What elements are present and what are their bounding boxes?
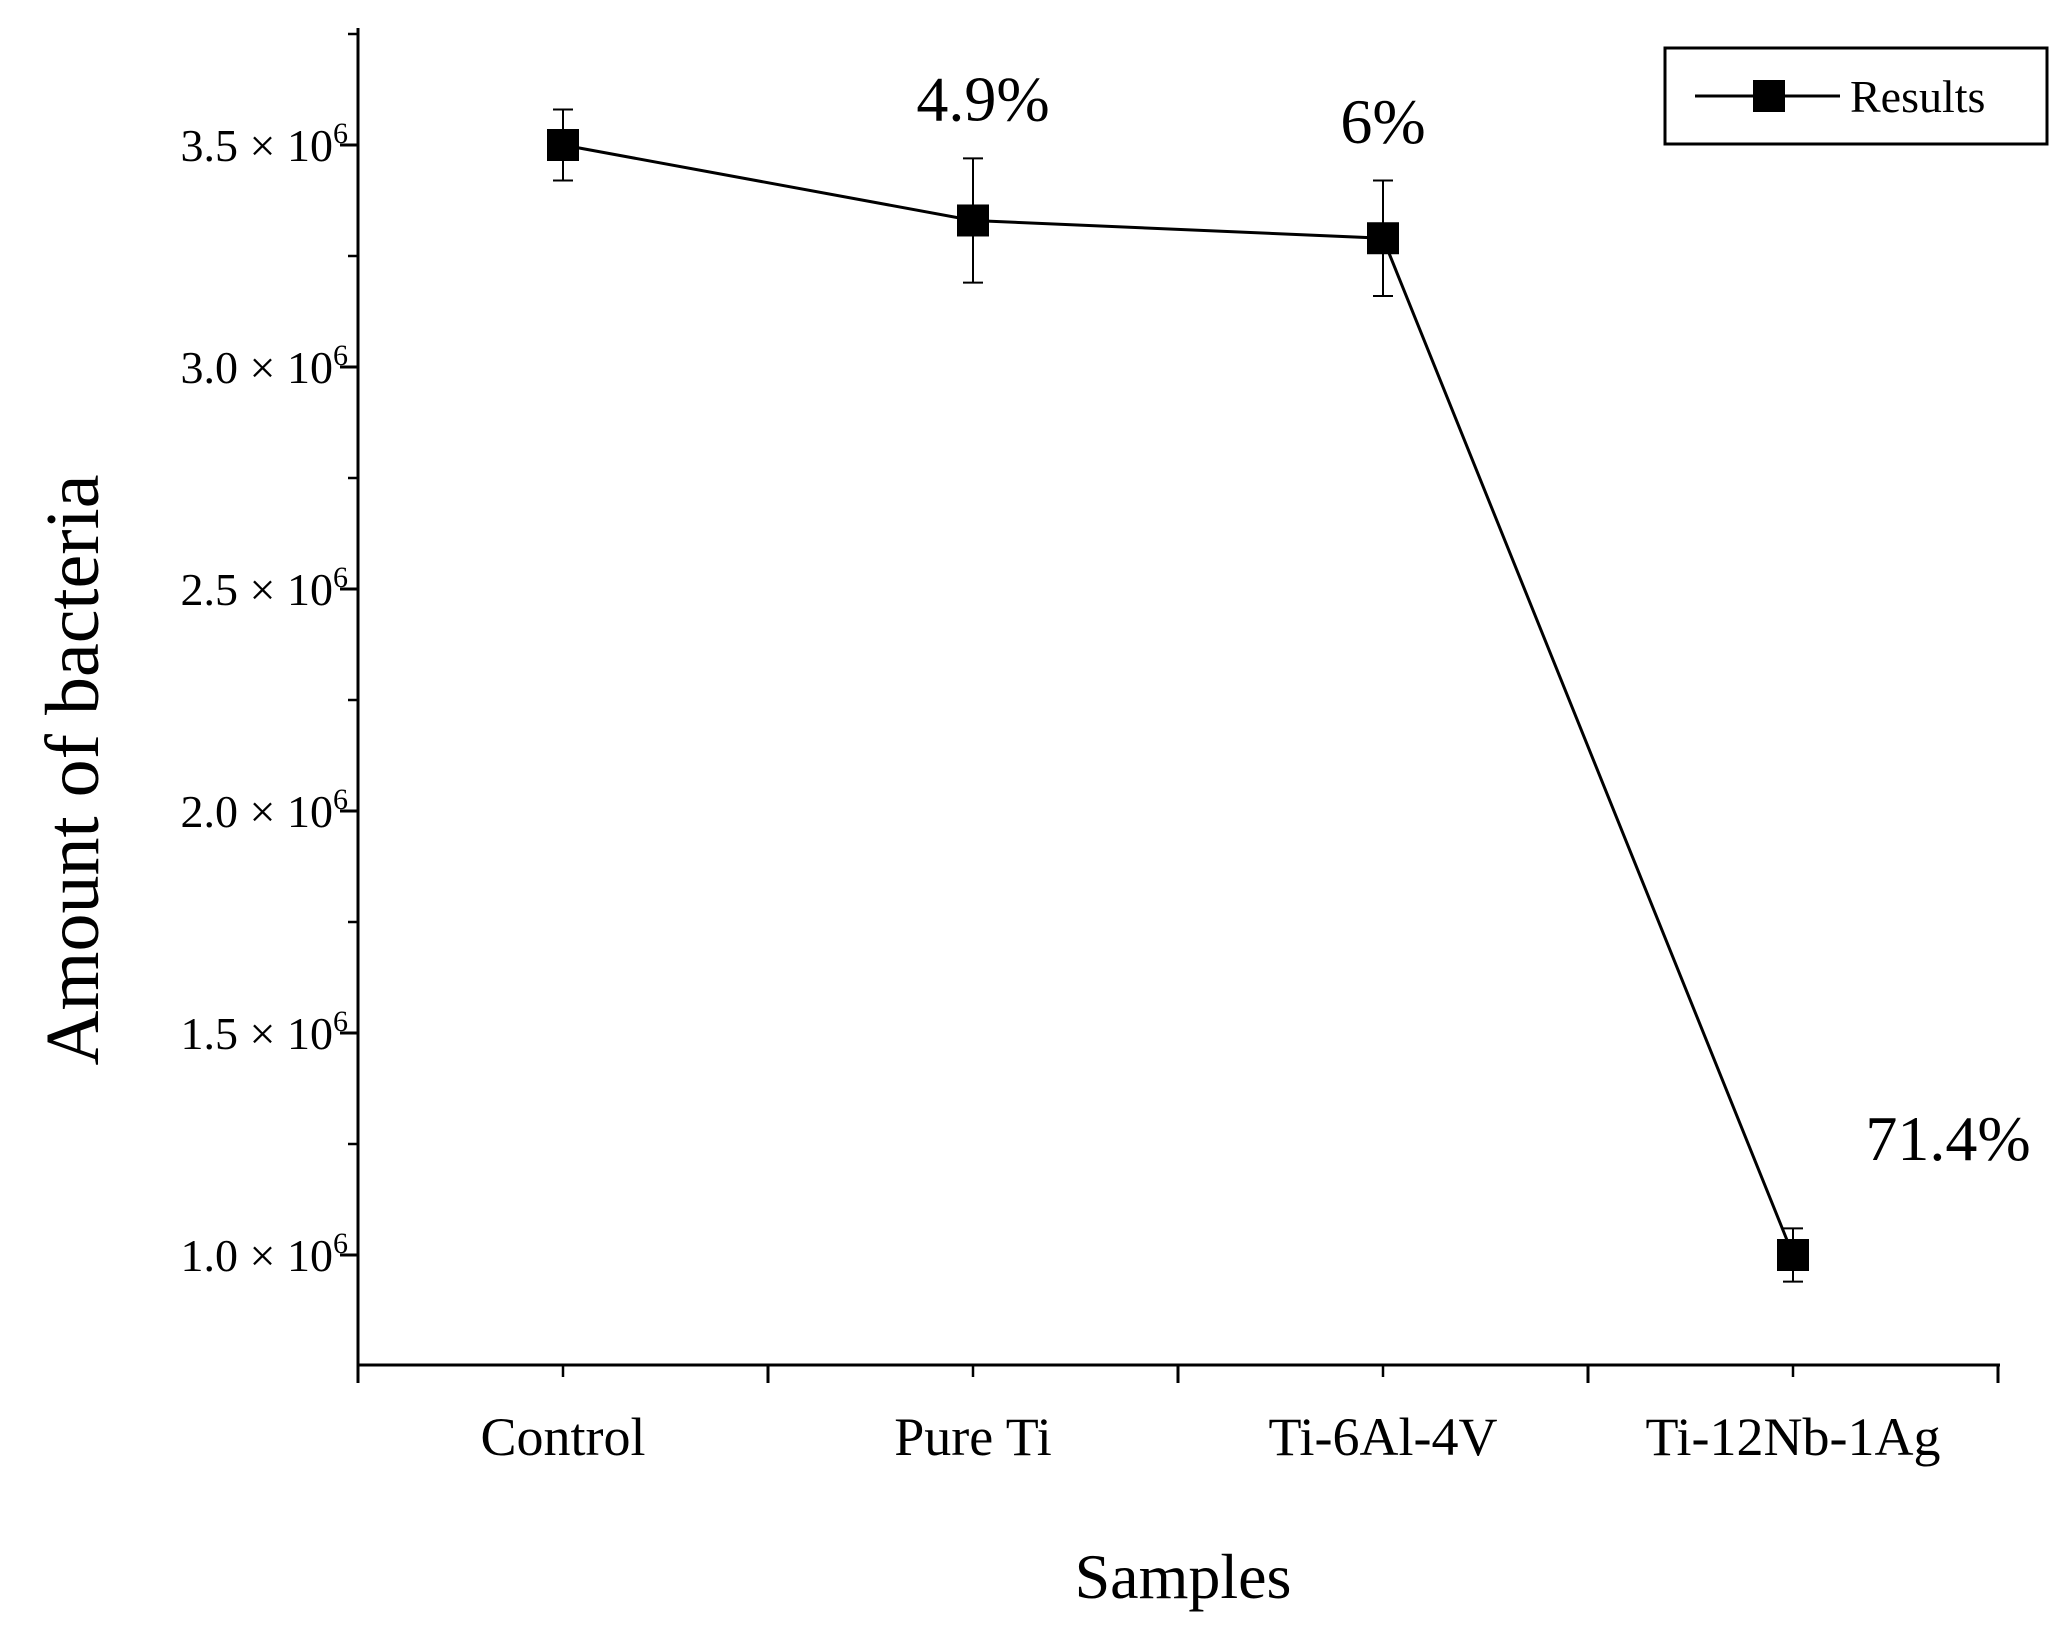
y-axis-ticks: 1.0 × 106 1.5 × 106 2.0 × 106 2.5 × 106 3.0 … <box>181 32 358 1281</box>
y-tick-label: 2.5 × 106 <box>181 561 348 615</box>
y-tick-label: 3.5 × 106 <box>181 117 348 171</box>
data-point-marker <box>1367 222 1399 255</box>
x-tick-label: Control <box>480 1407 645 1467</box>
legend-marker <box>1753 80 1785 112</box>
y-axis-title: Amount of bacteria <box>31 475 115 1066</box>
legend: Results <box>1663 46 2049 146</box>
x-axis-ticks: Control Pure Ti Ti-6Al-4V Ti-12Nb-1Ag <box>356 1365 2000 1467</box>
y-tick-label: 2.0 × 106 <box>181 783 348 837</box>
plot-area <box>547 108 1809 1283</box>
percentage-annotation: 71.4% <box>1865 1103 2030 1174</box>
percentage-annotation: 6% <box>1340 86 1425 157</box>
legend-box <box>1663 46 2049 146</box>
series-line <box>562 143 1795 1256</box>
y-tick-label: 3.0 × 106 <box>181 339 348 393</box>
data-point-marker <box>957 204 989 237</box>
percentage-annotation: 4.9% <box>916 63 1049 134</box>
data-point-marker <box>547 129 579 161</box>
y-tick-label: 1.5 × 106 <box>181 1005 348 1059</box>
annotations: 4.9% 6% 71.4% <box>916 63 2030 1174</box>
data-point-marker <box>1777 1239 1809 1271</box>
x-axis-title: Samples <box>1075 1541 1292 1612</box>
y-tick-label: 1.0 × 106 <box>181 1227 348 1281</box>
x-tick-label: Ti-12Nb-1Ag <box>1645 1407 1940 1467</box>
legend-label: Results <box>1850 71 1985 122</box>
x-tick-label: Pure Ti <box>894 1407 1052 1467</box>
x-tick-label: Ti-6Al-4V <box>1268 1407 1497 1467</box>
